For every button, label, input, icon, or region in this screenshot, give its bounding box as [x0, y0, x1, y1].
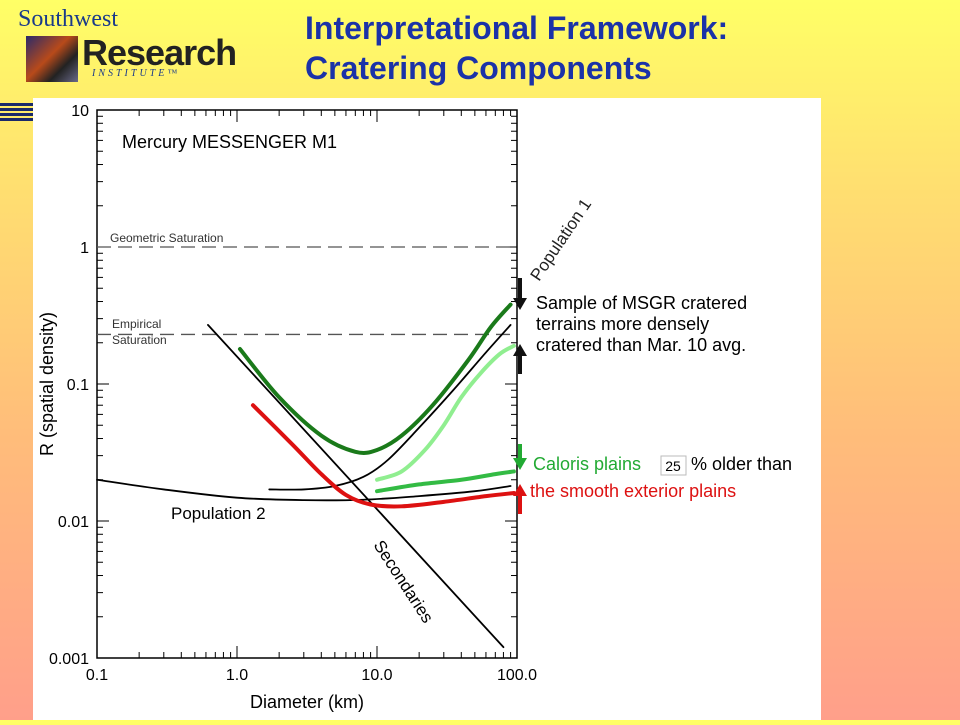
x-tick-label: 10.0 [361, 667, 392, 684]
caloris-plains-label: Caloris plains [533, 454, 641, 474]
empirical-saturation-label-2: Saturation [112, 333, 167, 347]
x-axis-label: Diameter (km) [250, 692, 364, 712]
y-tick-label: 1 [80, 240, 89, 257]
percent-box [660, 455, 687, 476]
sample-note-line1: Sample of MSGR cratered [536, 293, 747, 313]
y-tick-label: 10 [71, 103, 89, 120]
logo-top-text: Southwest [18, 6, 119, 32]
sample-note-line3: cratered than Mar. 10 avg. [536, 335, 746, 355]
reference-lines [97, 246, 517, 336]
x-tick-label: 1.0 [226, 667, 248, 684]
axis-ticks: 0.1 1.0 10.0 100.0 0.001 0.01 0.1 1 10 [49, 103, 537, 684]
chart-title: Mercury MESSENGER M1 [122, 132, 337, 152]
y-tick-label: 0.1 [67, 377, 89, 394]
arrow-down-black-head [513, 298, 527, 310]
curve-dark_green [237, 302, 513, 455]
slide-title: Interpretational Framework: Cratering Co… [305, 8, 728, 88]
curve-light_green [375, 343, 516, 482]
older-than-text: % older than [691, 454, 792, 474]
curve-secondaries [207, 324, 505, 649]
sample-note-line2: terrains more densely [536, 314, 709, 334]
x-tick-label: 0.1 [86, 667, 108, 684]
empirical-saturation-label-1: Empirical [112, 317, 161, 331]
x-tick-label: 100.0 [497, 667, 537, 684]
arrow-up-red-head [513, 484, 527, 496]
secondaries-label: Secondaries [370, 537, 437, 627]
logo-main-text: Research [82, 32, 237, 73]
y-tick-label: 0.001 [49, 651, 89, 668]
decorative-rules [0, 103, 34, 123]
curve-pop2 [96, 478, 512, 502]
percent-value: 25 [665, 458, 681, 474]
crater-density-chart: 0.1 1.0 10.0 100.0 0.001 0.01 0.1 1 10 Mercury M… [37, 103, 792, 712]
logo-sub-text: INSTITUTE™ [92, 68, 181, 79]
arrow-up-black-head [513, 344, 527, 356]
slide-title-line2: Cratering Components [305, 50, 652, 86]
population-2-label: Population 2 [171, 504, 266, 523]
curve-red [250, 403, 516, 509]
population-1-label: Population 1 [527, 195, 596, 284]
arrow-down-green-head [513, 458, 527, 470]
chart-panel: 0.1 1.0 10.0 100.0 0.001 0.01 0.1 1 10 Mercury M… [33, 98, 821, 720]
curve-mid_green [375, 469, 516, 494]
data-series [96, 302, 516, 649]
y-axis-label: R (spatial density) [37, 312, 57, 456]
exterior-plains-text: the smooth exterior plains [530, 481, 736, 501]
curve-pop1 [268, 324, 512, 491]
slide-title-line1: Interpretational Framework: [305, 10, 729, 46]
geometric-saturation-label: Geometric Saturation [110, 231, 223, 245]
y-tick-label: 0.01 [58, 514, 89, 531]
plot-frame [96, 109, 518, 659]
institute-logo: Southwest Research INSTITUTE™ [14, 6, 237, 86]
logo-image [26, 36, 78, 82]
